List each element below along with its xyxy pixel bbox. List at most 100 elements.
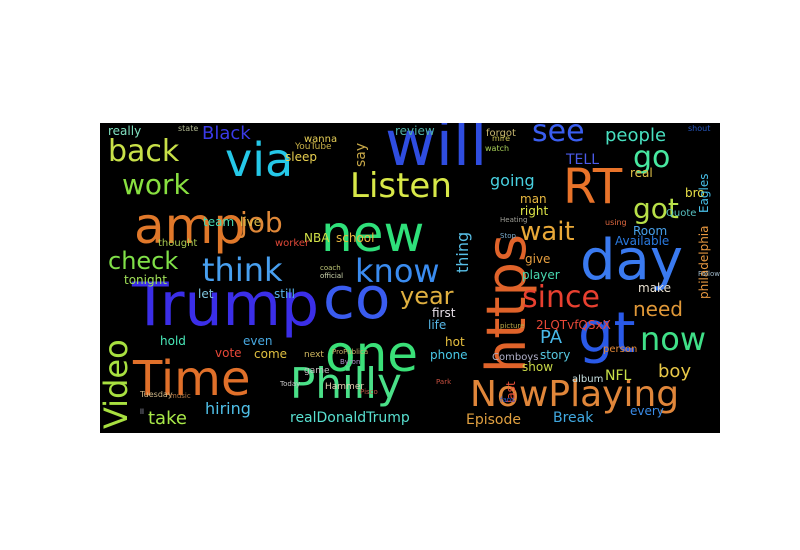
cloud-word: Tuesday <box>140 390 173 399</box>
cloud-word: via <box>225 133 294 187</box>
cloud-word: right <box>520 204 549 218</box>
cloud-word: mire <box>492 134 511 143</box>
cloud-word: Video <box>100 339 135 429</box>
cloud-word: player <box>522 268 560 282</box>
cloud-word: really <box>108 124 142 138</box>
cloud-word: let <box>198 287 214 301</box>
cloud-word: Trump <box>132 270 320 340</box>
cloud-word: shout <box>688 124 711 133</box>
cloud-word: first <box>432 306 456 320</box>
cloud-word: go <box>633 140 671 175</box>
cloud-word: PA <box>540 327 563 348</box>
cloud-word: watch <box>485 144 510 153</box>
cloud-word: Park <box>436 378 452 386</box>
cloud-word: philadelphia <box>697 225 711 300</box>
cloud-word: Break <box>553 410 594 426</box>
cloud-word: state <box>178 124 199 133</box>
cloud-word: vote <box>215 346 242 360</box>
cloud-word: work <box>122 168 190 201</box>
cloud-word: NFL <box>605 368 632 384</box>
cloud-word: life <box>428 318 447 332</box>
cloud-word: boy <box>658 361 692 382</box>
cloud-word: Comboys <box>492 352 539 363</box>
cloud-word: thing <box>453 231 472 273</box>
cloud-word: album <box>572 374 604 385</box>
cloud-word: sleep <box>285 150 317 164</box>
cloud-word: Episode <box>466 412 521 428</box>
cloud-word: know <box>355 252 440 290</box>
cloud-word: Available <box>615 234 670 248</box>
cloud-word: person <box>603 344 638 355</box>
cloud-word: Room <box>633 224 668 238</box>
cloud-word: wait <box>520 217 575 247</box>
cloud-word: need <box>633 297 683 321</box>
cloud-word: fans <box>500 396 515 404</box>
cloud-word: say <box>353 142 369 167</box>
cloud-word: check <box>108 247 179 275</box>
cloud-word: hiring <box>205 399 251 418</box>
cloud-word: YouTube <box>295 142 332 152</box>
cloud-word: bro <box>685 186 705 200</box>
cloud-word: see <box>532 123 585 149</box>
cloud-word: official <box>320 272 344 280</box>
cloud-word: man <box>520 192 547 206</box>
cloud-word: game <box>304 366 330 376</box>
cloud-word: wanna <box>304 134 338 145</box>
cloud-word: Philly <box>290 359 402 408</box>
cloud-word: show <box>522 360 554 374</box>
cloud-word: school <box>336 231 375 245</box>
cloud-word: give <box>525 252 551 266</box>
cloud-word: back <box>108 134 180 169</box>
cloud-word: NBA <box>304 231 330 245</box>
cloud-word: Follow <box>698 270 720 278</box>
cloud-word: think <box>202 251 283 289</box>
word-cloud: will Trump co amp new via day RT one Tim… <box>100 123 720 433</box>
cloud-word: going <box>490 171 535 190</box>
cloud-word: coach <box>320 264 341 272</box>
cloud-word: real <box>630 166 653 180</box>
cloud-word: one <box>325 325 419 383</box>
cloud-word: worker <box>275 238 310 249</box>
cloud-word: Pisco <box>360 388 378 396</box>
cloud-word: story <box>540 348 571 362</box>
cloud-word: every <box>630 404 664 418</box>
cloud-word: ll <box>140 408 144 416</box>
cloud-word: live <box>240 215 262 229</box>
cloud-word: Black <box>202 123 251 144</box>
cloud-word: 2LQTvfQSxX <box>536 318 611 332</box>
cloud-word: hold <box>160 334 186 348</box>
cloud-word: TELL <box>566 152 599 168</box>
cloud-word: Listen <box>350 166 452 206</box>
cloud-word: hot <box>445 335 465 349</box>
cloud-word: take <box>148 408 187 429</box>
cloud-word: gt <box>578 301 636 366</box>
cloud-word: forgot <box>486 128 516 139</box>
cloud-word: Hammer <box>325 382 365 392</box>
cloud-word: tonight <box>124 273 167 287</box>
cloud-word: will <box>385 123 488 180</box>
cloud-word: got <box>633 192 679 225</box>
cloud-word: thought <box>158 238 198 249</box>
cloud-word: job <box>240 206 283 239</box>
cloud-word: day <box>580 228 684 293</box>
cloud-word: next <box>304 350 324 360</box>
cloud-word: ProPublica <box>332 348 369 356</box>
cloud-word: make <box>638 281 671 295</box>
cloud-word: co <box>323 264 391 332</box>
cloud-word: still <box>274 287 295 301</box>
cloud-word: phone <box>430 348 468 362</box>
cloud-word: RT <box>563 159 623 215</box>
cloud-word: review <box>395 124 435 138</box>
cloud-word: picture <box>500 322 525 330</box>
cloud-word: NowPlaying <box>470 374 680 415</box>
cloud-word: amp <box>134 197 246 255</box>
cloud-word: come <box>254 347 288 361</box>
cloud-word: Today <box>280 380 301 388</box>
cloud-word: Byron <box>340 358 361 366</box>
cloud-word: Time <box>133 351 251 407</box>
cloud-word: Eagles <box>697 173 711 213</box>
cloud-word: even <box>243 334 273 348</box>
cloud-word: Quote <box>666 208 697 219</box>
cloud-word: now <box>640 320 707 358</box>
cloud-word: Stop <box>500 232 516 240</box>
